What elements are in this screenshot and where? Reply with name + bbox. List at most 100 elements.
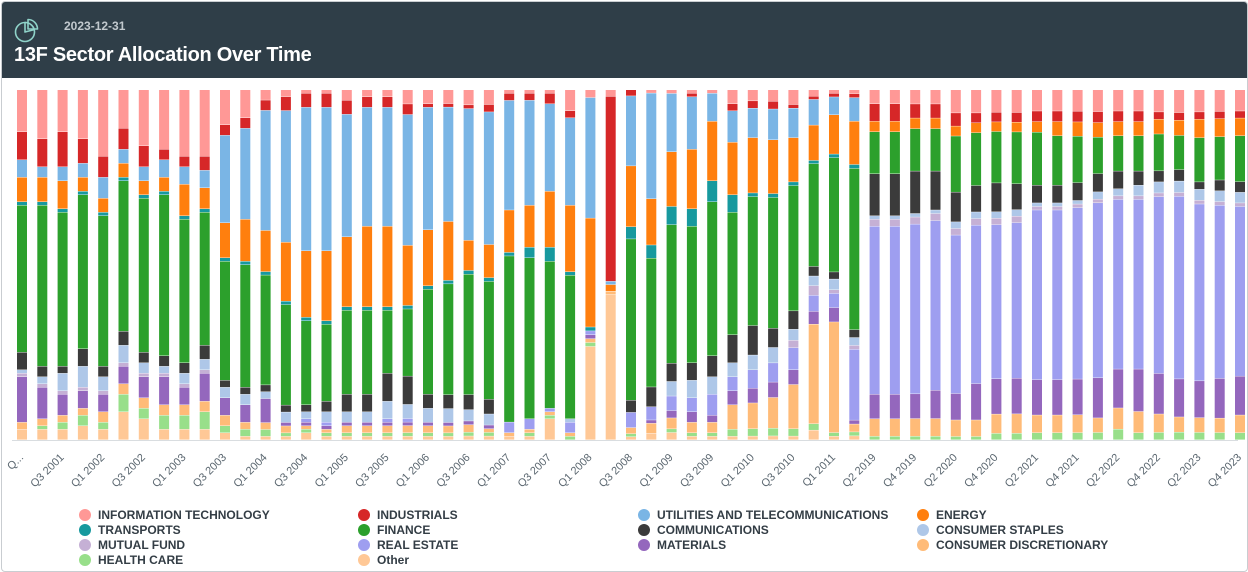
bar-stack-q3-2020[interactable] <box>991 90 1002 440</box>
bar-segment-finance[interactable] <box>138 198 149 353</box>
bar-segment-energy[interactable] <box>463 240 474 271</box>
bar-segment-industrials[interactable] <box>565 111 576 118</box>
bar-segment-other[interactable] <box>159 429 170 440</box>
bar-segment-communications[interactable] <box>808 266 819 276</box>
bar-segment-consumer-staples[interactable] <box>463 409 474 421</box>
bar-segment-energy[interactable] <box>950 126 961 136</box>
bar-segment-health-care[interactable] <box>1011 433 1022 440</box>
bar-segment-materials[interactable] <box>1153 373 1164 414</box>
bar-segment-energy[interactable] <box>77 177 88 192</box>
bar-segment-consumer-discretionary[interactable] <box>768 397 779 429</box>
bar-segment-information-technology[interactable] <box>402 90 413 104</box>
bar-segment-mutual-fund[interactable] <box>991 218 1002 225</box>
bar-segment-mutual-fund[interactable] <box>950 228 961 235</box>
bar-segment-transports[interactable] <box>788 182 799 186</box>
bar-segment-energy[interactable] <box>788 137 799 182</box>
bar-segment-consumer-discretionary[interactable] <box>1072 415 1083 433</box>
bar-segment-consumer-discretionary[interactable] <box>849 424 860 432</box>
bar-segment-transports[interactable] <box>98 212 109 216</box>
bar-segment-consumer-discretionary[interactable] <box>605 291 616 295</box>
bar-segment-energy[interactable] <box>1235 118 1245 136</box>
bar-stack-q3-2006[interactable] <box>463 90 474 440</box>
bar-segment-materials[interactable] <box>1092 378 1103 418</box>
bar-segment-consumer-staples[interactable] <box>950 222 961 229</box>
bar-segment-communications[interactable] <box>646 387 657 407</box>
bar-segment-consumer-discretionary[interactable] <box>483 428 494 433</box>
bar-segment-materials[interactable] <box>1052 379 1063 415</box>
bar-segment-finance[interactable] <box>301 321 312 405</box>
bar-segment-finance[interactable] <box>443 284 454 395</box>
bar-segment-materials[interactable] <box>402 422 413 426</box>
bar-segment-mutual-fund[interactable] <box>971 218 982 225</box>
bar-segment-real-estate[interactable] <box>646 406 657 420</box>
bar-segment-other[interactable] <box>402 436 413 440</box>
bar-segment-materials[interactable] <box>666 410 677 418</box>
bar-segment-information-technology[interactable] <box>362 90 373 97</box>
bar-segment-industrials[interactable] <box>504 93 515 101</box>
bar-segment-industrials[interactable] <box>1174 112 1185 121</box>
bar-segment-health-care[interactable] <box>950 436 961 440</box>
bar-segment-energy[interactable] <box>930 118 941 129</box>
bar-segment-industrials[interactable] <box>768 101 779 109</box>
bar-segment-other[interactable] <box>788 436 799 440</box>
bar-stack-q1-2022[interactable] <box>1113 90 1124 440</box>
bar-segment-energy[interactable] <box>1092 122 1103 137</box>
bar-segment-information-technology[interactable] <box>321 90 332 94</box>
bar-segment-information-technology[interactable] <box>463 90 474 105</box>
bar-segment-communications[interactable] <box>321 401 332 412</box>
bar-segment-consumer-staples[interactable] <box>747 355 758 370</box>
bar-segment-other[interactable] <box>98 429 109 440</box>
bar-segment-materials[interactable] <box>17 377 27 423</box>
bar-segment-utilities-and-telecommunications[interactable] <box>17 160 27 178</box>
bar-segment-information-technology[interactable] <box>829 90 839 94</box>
bar-segment-consumer-staples[interactable] <box>1072 200 1083 204</box>
bar-segment-energy[interactable] <box>240 219 251 262</box>
bar-stack-q2-2020[interactable] <box>971 90 982 440</box>
bar-segment-information-technology[interactable] <box>869 90 880 104</box>
bar-segment-information-technology[interactable] <box>1052 90 1063 111</box>
bar-segment-materials[interactable] <box>971 383 982 420</box>
bar-segment-information-technology[interactable] <box>1194 90 1205 112</box>
bar-segment-mutual-fund[interactable] <box>179 384 190 388</box>
bar-segment-materials[interactable] <box>341 422 352 426</box>
bar-segment-energy[interactable] <box>321 251 332 321</box>
bar-segment-health-care[interactable] <box>1235 432 1245 440</box>
bar-segment-information-technology[interactable] <box>1133 90 1144 111</box>
bar-segment-real-estate[interactable] <box>544 408 555 412</box>
bar-segment-utilities-and-telecommunications[interactable] <box>220 135 230 223</box>
bar-segment-mutual-fund[interactable] <box>199 370 210 374</box>
bar-segment-other[interactable] <box>17 429 27 440</box>
bar-segment-consumer-discretionary[interactable] <box>1032 415 1042 433</box>
bar-segment-health-care[interactable] <box>382 433 393 437</box>
bar-segment-communications[interactable] <box>930 171 941 210</box>
bar-segment-information-technology[interactable] <box>280 90 291 97</box>
bar-stack-q2-2010[interactable] <box>768 90 779 440</box>
bar-segment-energy[interactable] <box>707 121 718 181</box>
bar-stack-q2-2022[interactable] <box>1133 90 1144 440</box>
bar-segment-communications[interactable] <box>382 373 393 402</box>
bar-segment-energy[interactable] <box>585 218 596 327</box>
bar-segment-energy[interactable] <box>301 251 312 318</box>
bar-segment-real-estate[interactable] <box>1174 196 1185 379</box>
bar-segment-energy[interactable] <box>402 245 413 306</box>
bar-segment-materials[interactable] <box>829 307 839 322</box>
bar-segment-utilities-and-telecommunications[interactable] <box>646 93 657 199</box>
bar-segment-consumer-discretionary[interactable] <box>443 426 454 433</box>
bar-segment-transports[interactable] <box>666 206 677 225</box>
bar-segment-transports[interactable] <box>686 209 697 227</box>
bar-stack-q4-2007[interactable] <box>565 90 576 440</box>
bar-segment-information-technology[interactable] <box>17 90 27 132</box>
bar-stack-q2-2001[interactable] <box>37 90 48 440</box>
bar-segment-other[interactable] <box>808 430 819 440</box>
bar-segment-energy[interactable] <box>1174 120 1185 136</box>
bar-segment-materials[interactable] <box>950 393 961 420</box>
bar-segment-materials[interactable] <box>1133 369 1144 412</box>
bar-segment-industrials[interactable] <box>199 156 210 171</box>
bar-segment-communications[interactable] <box>423 394 433 409</box>
bar-segment-consumer-staples[interactable] <box>666 381 677 396</box>
bar-segment-consumer-staples[interactable] <box>565 419 576 423</box>
bar-stack-q3-2023[interactable] <box>1235 90 1245 440</box>
bar-segment-information-technology[interactable] <box>138 90 149 146</box>
bar-segment-information-technology[interactable] <box>768 90 779 102</box>
bar-stack-q2-2002[interactable] <box>118 90 129 440</box>
